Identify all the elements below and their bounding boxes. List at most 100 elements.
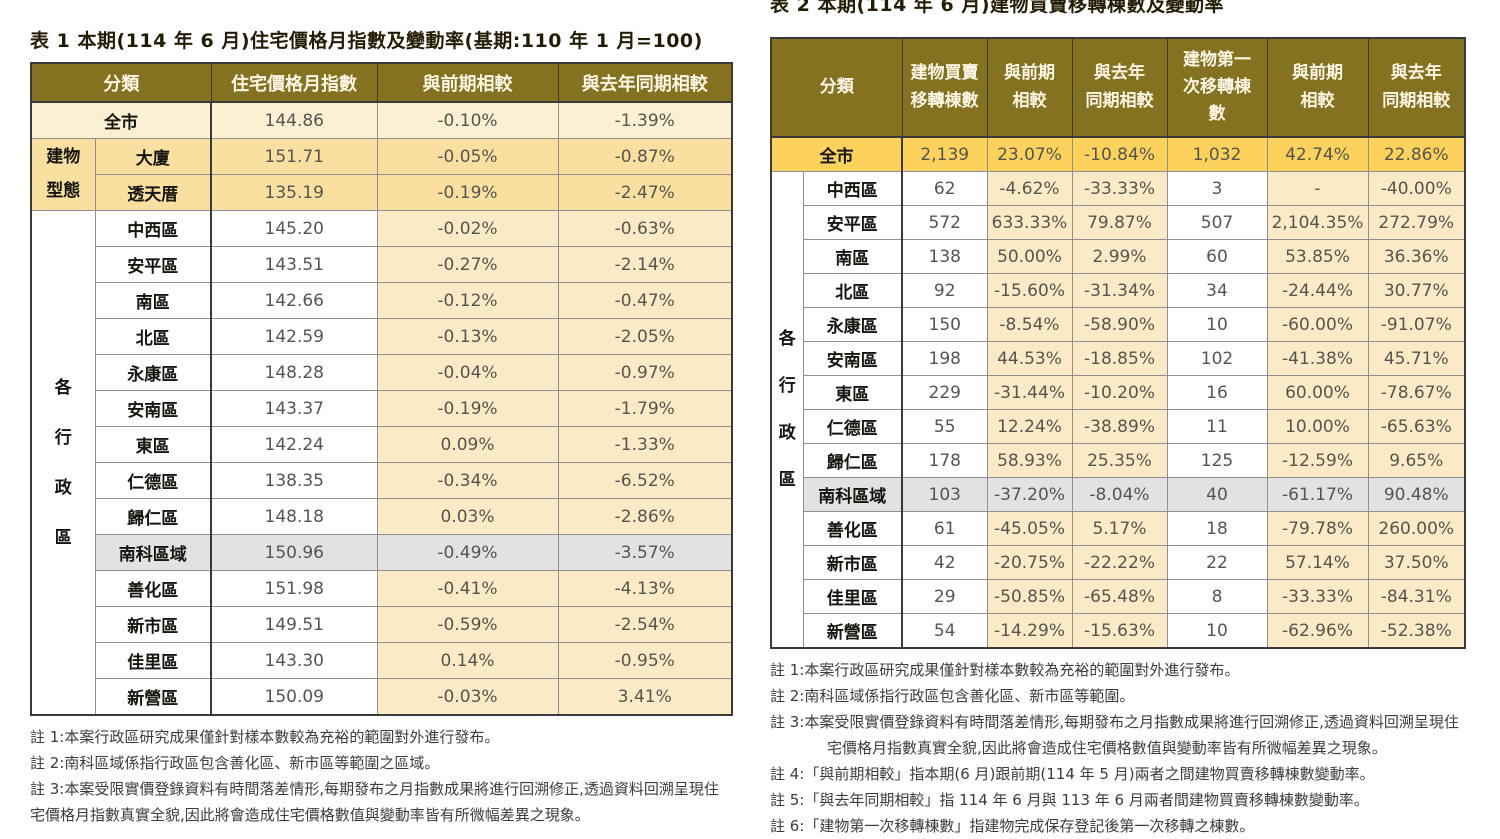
report-page: 表 1 本期(114 年 6 月)住宅價格月指數及變動率(基期:110 年 1 … (30, 0, 1466, 835)
district-name: 南科區域 (94, 534, 212, 571)
header-category: 分類 (30, 62, 212, 103)
district-first-count: 10 (1166, 307, 1268, 342)
district-row: 歸仁區 148.18 0.03% -2.86% (31, 498, 733, 535)
district-name: 新營區 (802, 613, 903, 649)
note: 註 5:「與去年同期相較」指 114 年 6 月與 113 年 6 月兩者間建物… (770, 791, 1369, 809)
district-mom: 50.00% (986, 239, 1073, 274)
district-row: 新營區 150.09 -0.03% 3.41% (31, 678, 733, 716)
district-index: 142.24 (210, 426, 378, 463)
district-first-mom: -41.38% (1266, 341, 1369, 376)
district-mom: 633.33% (986, 205, 1073, 240)
building-type-row: 透天厝 135.19 -0.19% -2.47% (31, 174, 733, 211)
header-price-index: 住宅價格月指數 (210, 62, 378, 103)
district-row: 安平區 143.51 -0.27% -2.14% (31, 246, 733, 283)
district-count: 178 (901, 443, 988, 478)
district-row: 新市區 42 -20.75% -22.22% 22 57.14% 37.50% (771, 545, 1466, 580)
district-count: 150 (901, 307, 988, 342)
district-first-yoy: 45.71% (1367, 341, 1466, 376)
district-first-mom: -12.59% (1266, 443, 1369, 478)
district-name: 善化區 (94, 570, 212, 607)
district-yoy: -38.89% (1071, 409, 1168, 444)
district-index: 150.96 (210, 534, 378, 571)
district-first-yoy: -40.00% (1367, 171, 1466, 206)
district-index: 142.66 (210, 282, 378, 319)
table2-section: 表 2 本期(114 年 6 月)建物買賣移轉棟數及變動率 分類 建物買賣 移轉… (770, 0, 1466, 839)
citywide-first-yoy: 22.86% (1367, 136, 1466, 172)
district-name: 南科區域 (802, 477, 903, 512)
district-yoy: -1.33% (557, 426, 733, 463)
district-count: 61 (901, 511, 988, 546)
table1-section: 表 1 本期(114 年 6 月)住宅價格月指數及變動率(基期:110 年 1 … (30, 26, 733, 828)
district-count: 55 (901, 409, 988, 444)
district-name: 歸仁區 (802, 443, 903, 478)
district-index: 148.18 (210, 498, 378, 535)
district-index: 148.28 (210, 354, 378, 391)
district-row: 善化區 61 -45.05% 5.17% 18 -79.78% 260.00% (771, 511, 1466, 546)
district-count: 198 (901, 341, 988, 376)
building-transfer-table: 分類 建物買賣 移轉棟數 與前期 相較 與去年 同期相較 建物第一 次移轉棟 數… (770, 37, 1466, 649)
citywide-index: 144.86 (210, 101, 378, 139)
citywide-yoy: -1.39% (557, 101, 733, 139)
district-first-yoy: 272.79% (1367, 205, 1466, 240)
district-yoy: -3.57% (557, 534, 733, 571)
district-first-count: 8 (1166, 579, 1268, 614)
district-yoy: -1.79% (557, 390, 733, 427)
type-mom: -0.19% (376, 174, 559, 211)
type-name: 透天厝 (94, 174, 212, 211)
district-mom: -0.04% (376, 354, 559, 391)
district-mom: -0.13% (376, 318, 559, 355)
district-row: 安南區 143.37 -0.19% -1.79% (31, 390, 733, 427)
district-mom: -45.05% (986, 511, 1073, 546)
district-yoy: 3.41% (557, 678, 733, 716)
district-first-count: 18 (1166, 511, 1268, 546)
district-yoy: -2.54% (557, 606, 733, 643)
district-mom: -0.34% (376, 462, 559, 499)
district-name: 安南區 (94, 390, 212, 427)
citywide-first-count: 1,032 (1166, 136, 1268, 172)
table2-notes: 註 1:本案行政區研究成果僅針對樣本數較為充裕的範圍對外進行發布。 註 2:南科… (770, 657, 1464, 839)
district-name: 北區 (802, 273, 903, 308)
district-row: 仁德區 55 12.24% -38.89% 11 10.00% -65.63% (771, 409, 1466, 444)
district-yoy: -65.48% (1071, 579, 1168, 614)
district-name: 永康區 (94, 354, 212, 391)
district-first-count: 10 (1166, 613, 1268, 649)
note: 註 1:本案行政區研究成果僅針對樣本數較為充裕的範圍對外進行發布。 (30, 728, 500, 746)
type-mom: -0.05% (376, 138, 559, 175)
district-name: 仁德區 (94, 462, 212, 499)
district-count: 29 (901, 579, 988, 614)
header-first-transfer-count: 建物第一 次移轉棟 數 (1166, 37, 1268, 138)
district-count: 138 (901, 239, 988, 274)
district-first-yoy: 30.77% (1367, 273, 1466, 308)
district-name: 南區 (94, 282, 212, 319)
district-mom: 0.14% (376, 642, 559, 679)
district-first-yoy: 90.48% (1367, 477, 1466, 512)
district-mom: -0.02% (376, 210, 559, 247)
district-first-yoy: 260.00% (1367, 511, 1466, 546)
district-name: 安平區 (802, 205, 903, 240)
district-group-label: 各 行 政 區 (770, 171, 804, 649)
district-row: 新營區 54 -14.29% -15.63% 10 -62.96% -52.38… (771, 613, 1466, 649)
district-row: 北區 142.59 -0.13% -2.05% (31, 318, 733, 355)
table2-title: 表 2 本期(114 年 6 月)建物買賣移轉棟數及變動率 (770, 0, 1225, 16)
district-index: 150.09 (210, 678, 378, 716)
district-group-label: 各 行 政 區 (30, 210, 96, 716)
district-row: 新市區 149.51 -0.59% -2.54% (31, 606, 733, 643)
district-index: 149.51 (210, 606, 378, 643)
district-index: 151.98 (210, 570, 378, 607)
district-mom: -14.29% (986, 613, 1073, 649)
district-count: 229 (901, 375, 988, 410)
district-yoy: -10.20% (1071, 375, 1168, 410)
district-mom: -31.44% (986, 375, 1073, 410)
district-name: 安平區 (94, 246, 212, 283)
district-mom: -50.85% (986, 579, 1073, 614)
district-yoy: -4.13% (557, 570, 733, 607)
district-mom: -20.75% (986, 545, 1073, 580)
district-name: 新市區 (802, 545, 903, 580)
district-index: 143.51 (210, 246, 378, 283)
district-index: 143.37 (210, 390, 378, 427)
district-first-mom: - (1266, 171, 1369, 206)
district-yoy: -15.63% (1071, 613, 1168, 649)
district-index: 145.20 (210, 210, 378, 247)
citywide-count: 2,139 (901, 136, 988, 172)
district-count: 42 (901, 545, 988, 580)
